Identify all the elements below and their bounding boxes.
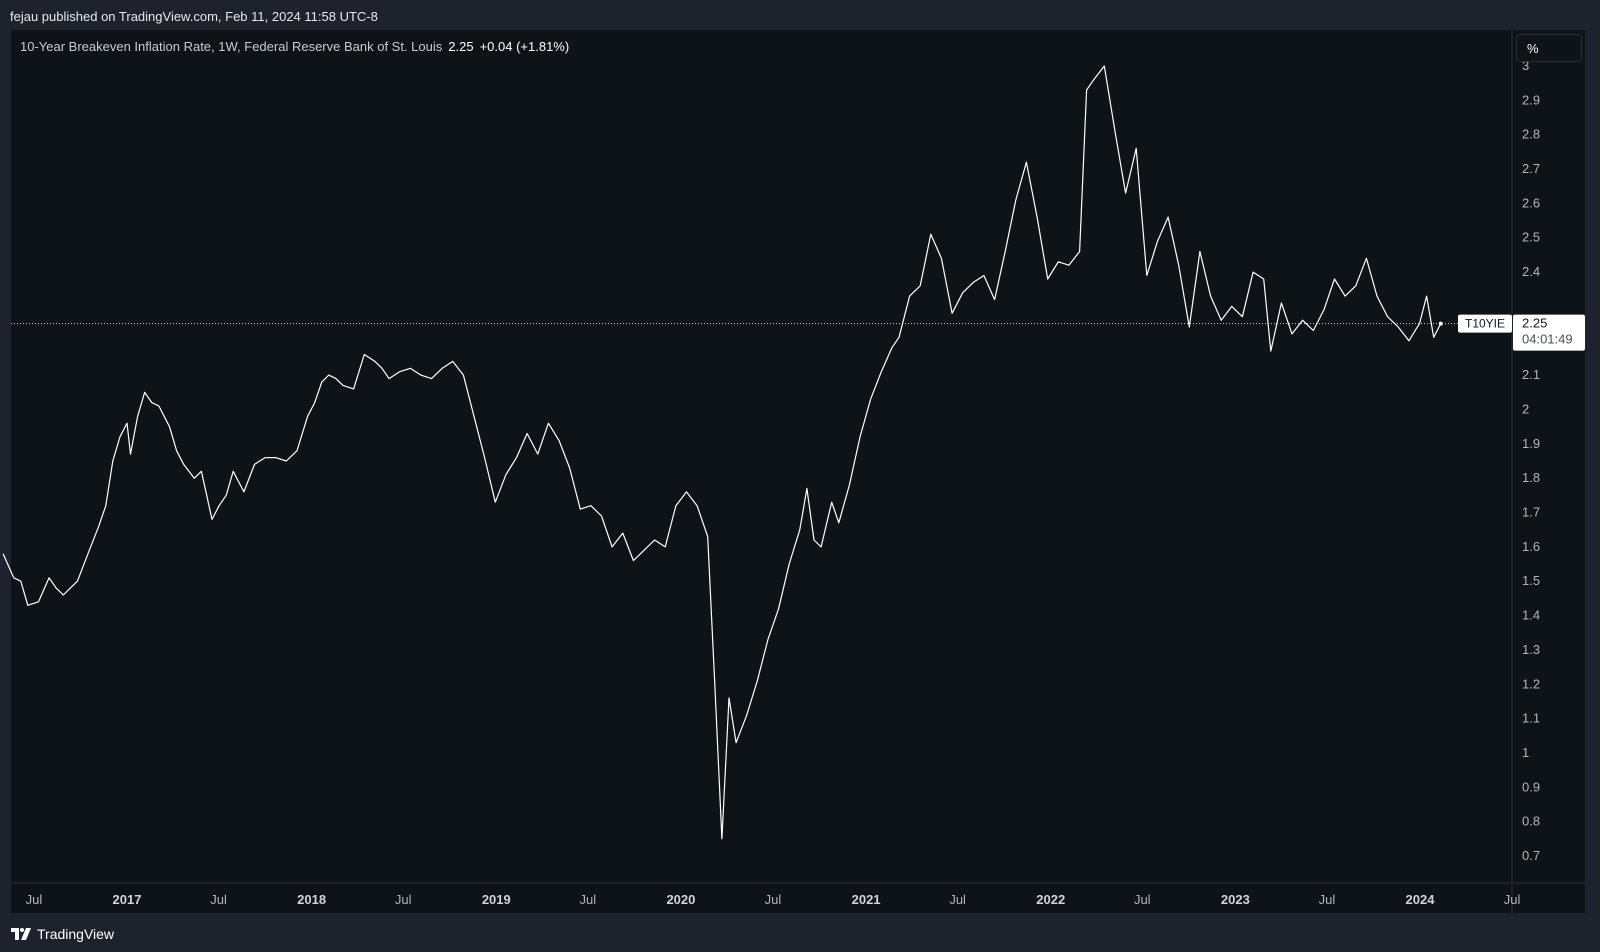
price-tick: 1.9	[1522, 436, 1540, 451]
tradingview-logo-icon	[11, 928, 31, 940]
tradingview-brand[interactable]: TradingView	[11, 926, 114, 942]
time-tick: 2017	[113, 892, 142, 907]
time-tick: Jul	[580, 892, 597, 907]
time-tick: 2020	[666, 892, 695, 907]
bar-countdown: 04:01:49	[1522, 332, 1573, 347]
price-value-box	[1513, 314, 1585, 351]
last-price-marker	[1438, 321, 1443, 326]
price-value: 2.25	[1522, 316, 1547, 331]
price-tick: 1	[1522, 745, 1529, 760]
last-price-tag: T10YIE 2.25 04:01:49	[1458, 314, 1585, 351]
price-tick: 2.7	[1522, 161, 1540, 176]
price-scale[interactable]: 3 2.9 2.8 2.7 2.6 2.5 2.4 2.1 2 1.9 1.8 1.7 1.6 1.5 1.…	[1522, 58, 1540, 863]
time-tick: Jul	[1319, 892, 1336, 907]
symbol-tag: T10YIE	[1465, 317, 1505, 331]
unit-label: %	[1527, 41, 1539, 56]
symbol-tag-box	[1458, 314, 1512, 333]
price-tick: 2.9	[1522, 92, 1540, 107]
time-tick: Jul	[1134, 892, 1151, 907]
legend-change: +0.04 (+1.81%)	[479, 39, 570, 54]
price-tick: 2	[1522, 401, 1529, 416]
unit-selector[interactable]: %	[1516, 34, 1582, 62]
publisher-bar: fejau published on TradingView.com, Feb …	[0, 0, 1600, 30]
time-tick: Jul	[765, 892, 782, 907]
footer-bar	[0, 913, 1600, 952]
price-tick: 1.1	[1522, 711, 1540, 726]
price-tick: 2.6	[1522, 195, 1540, 210]
time-tick: 2019	[482, 892, 511, 907]
time-tick: Jul	[26, 892, 43, 907]
time-tick: 2018	[297, 892, 326, 907]
price-tick: 2.4	[1522, 264, 1540, 279]
price-tick: 2.1	[1522, 367, 1540, 382]
time-tick: 2022	[1036, 892, 1065, 907]
chart-pane[interactable]	[11, 30, 1585, 913]
price-tick: 0.9	[1522, 779, 1540, 794]
time-axis[interactable]: Jul 2017 Jul 2018 Jul 2019 Jul 2020 Jul 2021 Jul 20…	[26, 892, 1521, 907]
time-tick: 2023	[1221, 892, 1250, 907]
legend-price: 2.25	[448, 39, 474, 54]
publisher-info: fejau published on TradingView.com, Feb …	[10, 9, 378, 24]
price-tick: 1.3	[1522, 642, 1540, 657]
price-tick: 1.6	[1522, 539, 1540, 554]
price-tick: 0.7	[1522, 848, 1540, 863]
time-tick: Jul	[1504, 892, 1521, 907]
legend-title: 10-Year Breakeven Inflation Rate, 1W, Fe…	[20, 39, 443, 54]
brand-name: TradingView	[37, 926, 115, 942]
time-tick: 2021	[852, 892, 881, 907]
price-tick: 1.8	[1522, 470, 1540, 485]
price-tick: 0.8	[1522, 814, 1540, 829]
price-tick: 1.4	[1522, 608, 1540, 623]
price-tick: 2.5	[1522, 230, 1540, 245]
time-tick: Jul	[949, 892, 966, 907]
price-tick: 2.8	[1522, 127, 1540, 142]
time-tick: 2024	[1406, 892, 1436, 907]
price-tick: 1.5	[1522, 573, 1540, 588]
series-line[interactable]	[2, 65, 1442, 840]
price-tick: 3	[1522, 58, 1529, 73]
series-legend[interactable]: 10-Year Breakeven Inflation Rate, 1W, Fe…	[20, 39, 569, 54]
price-tick: 1.7	[1522, 505, 1540, 520]
price-tick: 1.2	[1522, 676, 1540, 691]
time-tick: Jul	[210, 892, 227, 907]
time-tick: Jul	[395, 892, 412, 907]
